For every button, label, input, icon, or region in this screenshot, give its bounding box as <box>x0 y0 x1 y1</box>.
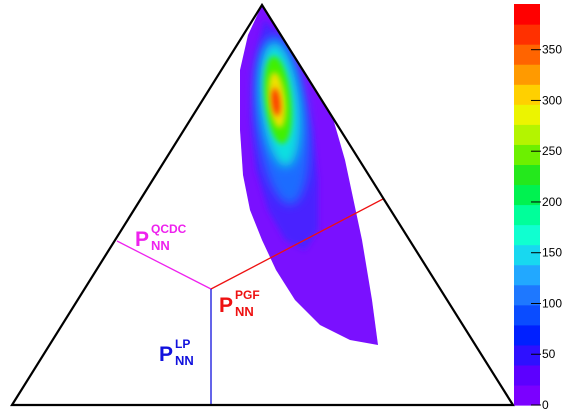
label-lp-sub: NN <box>175 353 194 368</box>
label-pgf-main: P <box>219 294 233 317</box>
density-peak <box>271 88 281 116</box>
colorbar-tick-label: 200 <box>542 195 562 209</box>
ternary-triangle <box>10 2 515 407</box>
colorbar-tick-label: 250 <box>542 144 562 158</box>
colorbar-segment <box>514 44 540 65</box>
colorbar-segment <box>514 364 540 386</box>
colorbar-tick-label: 150 <box>542 246 562 260</box>
colorbar-segment <box>514 224 540 246</box>
label-lp-main: P <box>159 343 173 366</box>
colorbar-segment <box>514 24 540 45</box>
colorbar-segment <box>514 164 540 186</box>
colorbar-segment <box>514 304 540 326</box>
colorbar-segment <box>514 104 540 125</box>
colorbar-segment <box>514 324 540 346</box>
colorbar-segment <box>514 124 540 145</box>
label-qcdc-main: P <box>135 228 149 251</box>
colorbar-segment <box>514 244 540 266</box>
label-qcdc-sub: NN <box>151 238 170 253</box>
label-pgf-sup: PGF <box>235 288 260 302</box>
colorbar-segment <box>514 344 540 366</box>
colorbar-segment <box>514 84 540 105</box>
colorbar-segment <box>514 144 540 165</box>
colorbar-segment <box>514 384 540 406</box>
label-pgf-sub: NN <box>235 304 254 319</box>
density-heatmap <box>240 5 378 345</box>
colorbar-segment <box>514 264 540 286</box>
boundary-pgf-line <box>210 198 384 290</box>
label-qcdc-sup: QCDC <box>151 222 187 236</box>
label-lp-sup: LP <box>175 337 190 351</box>
boundary-qcdc-line <box>116 240 212 290</box>
colorbar-segment <box>514 204 540 226</box>
colorbar-segment <box>514 284 540 306</box>
label-qcdc: P QCDC NN <box>135 222 187 253</box>
label-lp: P LP NN <box>159 337 194 368</box>
colorbar-segment <box>514 4 540 25</box>
colorbar-segment <box>514 64 540 85</box>
colorbar-tick-label: 50 <box>542 347 556 361</box>
label-pgf: P PGF NN <box>219 288 260 319</box>
colorbar-segment <box>514 184 540 206</box>
colorbar-tick-label: 300 <box>542 93 562 107</box>
colorbar-tick-label: 350 <box>542 43 562 57</box>
colorbar: 0 50 100 150 200 250 300 350 <box>514 4 562 412</box>
colorbar-tick-label: 0 <box>542 398 549 412</box>
colorbar-tick-label: 100 <box>542 296 562 310</box>
